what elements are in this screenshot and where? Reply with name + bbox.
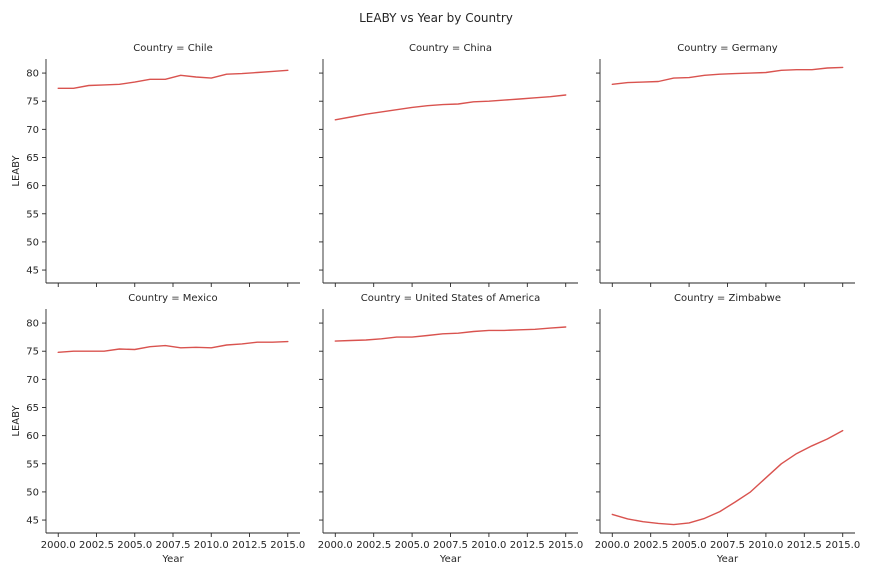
y-axis-label: LEABY	[11, 155, 22, 187]
x-tick-label: 2007.5	[433, 540, 468, 551]
series-line	[57, 69, 289, 89]
y-tick-label: 60	[26, 181, 39, 192]
y-tick-label: 50	[26, 487, 39, 498]
chart-title: LEABY vs Year by Country	[359, 11, 513, 25]
x-tick-label: 2005.0	[395, 540, 430, 551]
panel-title: Country = Mexico	[128, 293, 217, 304]
y-tick-label: 80	[26, 319, 39, 330]
x-tick-label: 2012.5	[510, 540, 545, 551]
x-axis-label: Year	[439, 554, 462, 565]
series-line	[611, 429, 844, 526]
y-tick-label: 50	[26, 237, 39, 248]
y-tick-label: 45	[26, 516, 39, 527]
x-tick-label: 2015.0	[548, 540, 583, 551]
x-tick-label: 2015.0	[825, 540, 860, 551]
x-axis-label: Year	[716, 554, 739, 565]
y-tick-label: 70	[26, 375, 39, 386]
x-tick-label: 2005.0	[672, 540, 707, 551]
y-tick-label: 55	[26, 459, 39, 470]
panel-title: Country = Chile	[133, 43, 213, 54]
x-tick-label: 2010.0	[748, 540, 783, 551]
panel-title: Country = China	[409, 43, 492, 54]
y-tick-label: 45	[26, 266, 39, 277]
x-tick-label: 2002.5	[356, 540, 391, 551]
x-tick-label: 2010.0	[194, 540, 229, 551]
series-line	[611, 66, 844, 85]
x-tick-label: 2002.5	[633, 540, 668, 551]
y-tick-label: 80	[26, 69, 39, 80]
panel-title: Country = Zimbabwe	[674, 293, 781, 304]
x-axis-label: Year	[161, 554, 184, 565]
y-tick-label: 55	[26, 209, 39, 220]
y-tick-label: 75	[26, 347, 39, 358]
y-tick-label: 65	[26, 403, 39, 414]
y-tick-label: 60	[26, 431, 39, 442]
series-line	[334, 94, 567, 121]
x-tick-label: 2015.0	[270, 540, 305, 551]
x-tick-label: 2000.0	[595, 540, 630, 551]
x-tick-label: 2005.0	[117, 540, 152, 551]
y-tick-label: 70	[26, 125, 39, 136]
x-tick-label: 2000.0	[318, 540, 353, 551]
panel-title: Country = Germany	[677, 43, 778, 54]
x-tick-label: 2007.5	[156, 540, 191, 551]
x-tick-label: 2012.5	[787, 540, 822, 551]
y-tick-label: 75	[26, 97, 39, 108]
x-tick-label: 2002.5	[79, 540, 114, 551]
series-line	[334, 326, 567, 342]
series-line	[57, 340, 289, 353]
x-tick-label: 2012.5	[232, 540, 267, 551]
y-axis-label: LEABY	[11, 405, 22, 437]
x-tick-label: 2007.5	[710, 540, 745, 551]
x-tick-label: 2010.0	[471, 540, 506, 551]
x-tick-label: 2000.0	[41, 540, 76, 551]
y-tick-label: 65	[26, 153, 39, 164]
panel-title: Country = United States of America	[361, 293, 540, 304]
